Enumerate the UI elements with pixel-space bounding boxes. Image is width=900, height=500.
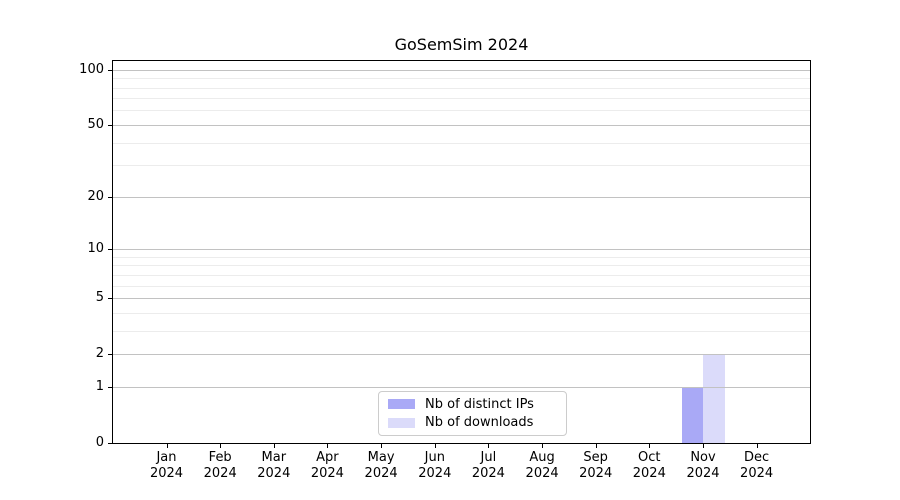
y-gridline-major — [113, 249, 810, 250]
legend-swatch-distinct-ips — [388, 399, 415, 410]
x-tick-label: Jun 2024 — [418, 450, 452, 481]
y-tick-label: 5 — [95, 290, 104, 306]
legend-label: Nb of downloads — [425, 415, 534, 431]
y-gridline-major — [113, 124, 810, 126]
x-tick-label: Nov 2024 — [686, 450, 720, 481]
y-gridline-major — [113, 386, 810, 388]
y-gridline-minor — [113, 265, 810, 267]
x-tick — [542, 444, 544, 448]
x-tick — [434, 444, 436, 448]
y-gridline-minor — [113, 110, 810, 112]
x-tick — [595, 444, 597, 448]
y-gridline-minor — [113, 78, 810, 80]
x-tick-label: Mar 2024 — [257, 450, 291, 481]
y-tick-label: 100 — [79, 61, 104, 77]
x-tick-label: Apr 2024 — [310, 450, 344, 481]
x-tick-label: Jan 2024 — [149, 450, 184, 481]
y-tick — [108, 443, 112, 444]
y-gridline-minor — [113, 98, 810, 100]
y-tick — [108, 249, 112, 250]
x-tick-label: Oct 2024 — [632, 450, 666, 481]
x-tick — [273, 444, 275, 448]
x-tick-label: Aug 2024 — [525, 450, 559, 481]
y-gridline-minor — [113, 330, 810, 332]
y-tick-label: 50 — [87, 116, 104, 132]
y-tick-label: 20 — [87, 188, 104, 204]
y-gridline-minor — [113, 142, 810, 144]
y-gridline-minor — [113, 256, 810, 258]
y-tick-label: 2 — [95, 346, 104, 362]
x-tick — [166, 444, 168, 448]
y-gridline-minor — [113, 312, 810, 314]
bar-distinct-ips — [681, 386, 703, 443]
y-gridline-major — [113, 196, 810, 198]
y-gridline-minor — [113, 87, 810, 89]
bar-downloads — [703, 354, 725, 443]
y-tick-label: 10 — [87, 241, 104, 256]
legend-label: Nb of distinct IPs — [425, 396, 534, 412]
legend-item: Nb of downloads — [388, 415, 557, 432]
x-tick — [220, 444, 222, 448]
y-gridline-major — [113, 354, 810, 356]
y-tick-label: 0 — [95, 435, 104, 450]
x-tick-label: Sep 2024 — [579, 450, 613, 481]
plot-area: 0 1 2 5 10 20 50 100 Jan 2024 Feb 2024 Mar 2024 Apr 202… — [79, 60, 811, 481]
x-tick — [327, 444, 329, 448]
y-gridline-major — [113, 298, 810, 300]
x-tick — [381, 444, 383, 448]
x-tick — [649, 444, 651, 448]
y-tick-label: 1 — [95, 378, 104, 394]
x-tick — [756, 444, 758, 448]
legend-swatch-downloads — [388, 417, 415, 428]
y-tick — [108, 354, 112, 355]
x-tick — [703, 444, 704, 448]
y-tick — [108, 197, 112, 198]
x-tick — [488, 444, 490, 448]
y-tick — [108, 298, 112, 299]
legend-item: Nb of distinct IPs — [388, 396, 557, 413]
y-gridline-major — [113, 69, 810, 71]
y-tick — [108, 387, 112, 388]
x-tick-label: Dec 2024 — [740, 450, 774, 481]
y-tick — [108, 70, 112, 71]
y-tick — [108, 125, 112, 126]
y-gridline-minor — [113, 274, 810, 276]
x-tick-label: Feb 2024 — [203, 450, 237, 481]
chart-title: GoSemSim 2024 — [394, 35, 529, 54]
legend: Nb of distinct IPs Nb of downloads — [378, 391, 567, 436]
y-gridline-minor — [113, 285, 810, 287]
y-gridline-minor — [113, 165, 810, 167]
x-tick-label: May 2024 — [364, 450, 398, 481]
x-tick-label: Jul 2024 — [471, 450, 505, 481]
